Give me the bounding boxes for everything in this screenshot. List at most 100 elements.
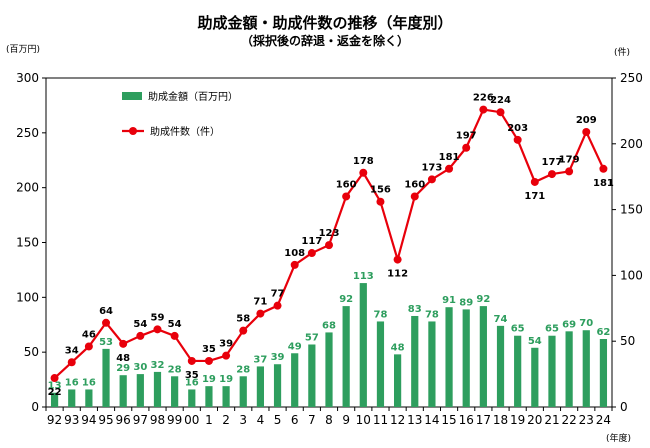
bar-value-label: 113 [353,271,374,282]
line-value-label: 160 [404,179,425,190]
x-tick-label: 18 [493,413,508,427]
x-tick-label: 97 [133,413,148,427]
line-point [67,358,76,367]
line-point [187,356,196,365]
y-left-tick-label: 0 [31,400,39,414]
line-value-label: 112 [387,269,408,280]
line-value-label: 77 [271,289,285,300]
x-unit: (年度) [606,432,631,444]
line-point [530,177,539,186]
x-tick-label: 7 [308,413,316,427]
bar-value-label: 37 [253,354,267,365]
line-value-label: 226 [473,93,494,104]
x-tick-label: 8 [325,413,333,427]
line-point [547,170,556,179]
line-value-label: 173 [421,162,442,173]
y-right-tick-label: 200 [620,137,643,151]
line-point [102,318,111,327]
chart-title: 助成金額・助成件数の推移（年度別） [197,14,452,32]
bar [222,386,230,407]
x-tick-label: 98 [150,413,165,427]
bar-value-label: 16 [65,377,79,388]
x-tick-label: 93 [64,413,79,427]
bar [188,389,196,407]
line-point [376,197,385,206]
line-point [427,175,436,184]
line-value-label: 58 [236,314,250,325]
y-left-tick-label: 300 [16,71,39,85]
y-right-tick-label: 100 [620,268,643,282]
line-point [153,325,162,334]
bar [342,306,350,407]
x-tick-label: 3 [239,413,247,427]
line-point [84,342,93,351]
bar [359,283,367,407]
bar [548,335,556,407]
bar-value-label: 53 [99,337,113,348]
y-left-tick-label: 150 [16,236,39,250]
x-tick-label: 22 [561,413,576,427]
y-left-unit: (百万円) [6,44,40,55]
y-left-tick-label: 250 [16,126,39,140]
line-value-label: 39 [219,339,233,350]
x-tick-label: 21 [544,413,559,427]
line-value-label: 108 [284,248,305,259]
line-point [307,249,316,258]
bar-value-label: 89 [459,297,473,308]
bar [85,389,93,407]
bar [582,330,590,407]
line-value-label: 35 [202,344,216,355]
bar-value-label: 19 [219,374,233,385]
bar-value-label: 92 [476,294,490,305]
bar [273,364,282,407]
line-point [136,331,145,340]
x-tick-label: 24 [596,413,611,427]
bar [136,374,144,407]
line-point [410,192,419,201]
line-point [222,351,231,360]
line-value-label: 64 [99,306,113,317]
line-value-label: 181 [439,152,460,163]
line-value-label: 34 [65,345,79,356]
bar [119,375,127,407]
bar-value-label: 92 [339,294,353,305]
line-value-label: 203 [507,123,528,134]
bar-value-label: 30 [133,362,147,373]
x-tick-label: 11 [373,413,388,427]
bar-value-label: 54 [528,336,542,347]
line-point [239,326,248,335]
y-right-tick-label: 0 [620,400,628,414]
line-point [325,241,333,250]
line-value-label: 178 [353,156,374,167]
line-value-label: 35 [185,370,199,381]
bar [565,331,573,407]
x-tick-label: 1 [205,413,213,427]
x-tick-label: 12 [390,413,405,427]
bar-value-label: 69 [562,319,576,330]
line-value-label: 48 [116,353,130,364]
line-point [204,356,213,365]
line-point [513,135,522,144]
bar-value-label: 16 [82,377,96,388]
bar-value-label: 48 [391,342,405,353]
bar-value-label: 74 [494,314,508,325]
bar [496,325,505,407]
bar [50,392,59,407]
x-tick-label: 95 [98,413,113,427]
line-value-label: 209 [576,115,597,126]
x-tick-label: 14 [424,413,439,427]
line-value-label: 123 [319,228,340,239]
line-value-label: 22 [48,387,62,398]
y-left-tick-label: 200 [16,181,39,195]
bar [153,371,162,407]
line-value-label: 54 [133,319,147,330]
x-tick-label: 96 [116,413,131,427]
line-value-label: 71 [253,297,267,308]
y-left-tick-label: 100 [16,290,39,304]
x-tick-label: 15 [441,413,456,427]
bar-value-label: 68 [322,320,336,331]
bar [239,376,247,407]
bar [428,321,436,407]
line-value-label: 224 [490,95,511,106]
